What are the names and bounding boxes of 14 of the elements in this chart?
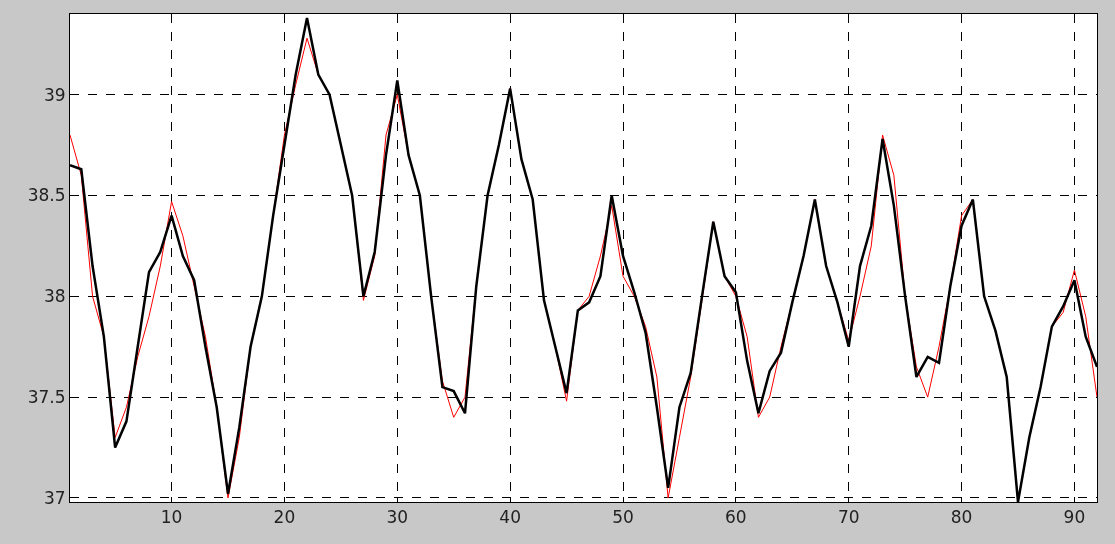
y-tick-label: 39	[43, 84, 66, 105]
y-tick-label: 38.5	[27, 185, 66, 206]
x-tick-label: 30	[386, 507, 409, 528]
x-tick-label: 60	[725, 507, 747, 528]
x-tick-label: 90	[1063, 507, 1086, 528]
y-tick-label: 37	[43, 487, 66, 508]
y-tick-label: 38	[43, 286, 66, 307]
x-tick-label: 70	[837, 507, 860, 528]
x-tick-label: 10	[160, 507, 183, 528]
x-tick-label: 40	[499, 507, 521, 528]
x-tick-label: 20	[273, 507, 296, 528]
x-tick-label: 50	[612, 507, 634, 528]
y-tick-label: 37.5	[27, 387, 66, 408]
x-tick-label: 80	[950, 507, 973, 528]
